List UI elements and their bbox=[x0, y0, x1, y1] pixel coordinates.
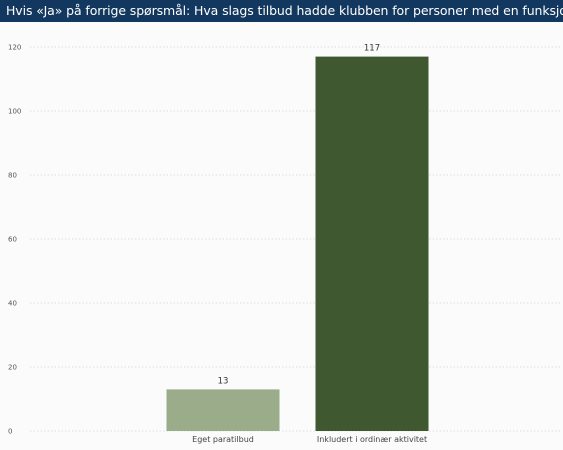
plot-area bbox=[0, 22, 563, 450]
bar[interactable] bbox=[315, 56, 429, 431]
y-tick-label: 20 bbox=[8, 364, 17, 372]
data-label: 13 bbox=[218, 376, 229, 386]
y-tick-label: 100 bbox=[8, 108, 21, 116]
data-label: 117 bbox=[364, 44, 380, 54]
bar[interactable] bbox=[166, 389, 280, 431]
x-category-label: Eget paratilbud bbox=[192, 435, 254, 444]
y-tick-label: 80 bbox=[8, 172, 17, 180]
y-tick-label: 60 bbox=[8, 236, 17, 244]
chart-title: Hvis «Ja» på forrige spørsmål: Hva slags… bbox=[0, 0, 563, 22]
y-tick-label: 40 bbox=[8, 300, 17, 308]
y-tick-label: 120 bbox=[8, 44, 21, 52]
x-category-label: Inkludert i ordinær aktivitet bbox=[317, 435, 427, 444]
y-tick-label: 0 bbox=[8, 428, 12, 436]
